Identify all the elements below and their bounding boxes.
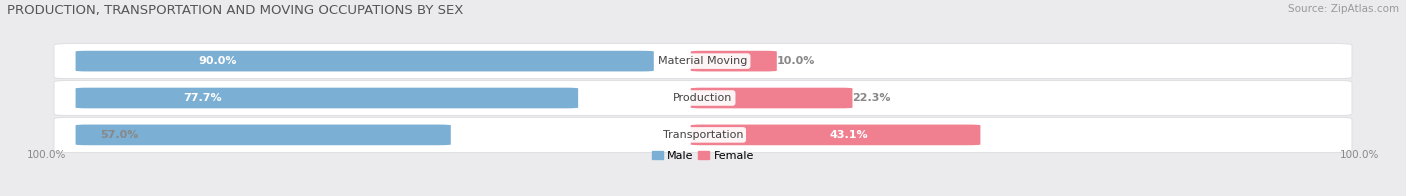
Text: 100.0%: 100.0% — [27, 150, 66, 160]
Text: PRODUCTION, TRANSPORTATION AND MOVING OCCUPATIONS BY SEX: PRODUCTION, TRANSPORTATION AND MOVING OC… — [7, 4, 464, 17]
Text: 57.0%: 57.0% — [100, 130, 139, 140]
Text: 100.0%: 100.0% — [1340, 150, 1379, 160]
Text: Material Moving: Material Moving — [658, 56, 748, 66]
FancyBboxPatch shape — [76, 51, 654, 71]
Text: 90.0%: 90.0% — [198, 56, 238, 66]
FancyBboxPatch shape — [53, 117, 1353, 152]
FancyBboxPatch shape — [690, 88, 852, 108]
Legend: Male, Female: Male, Female — [647, 146, 759, 165]
Text: 43.1%: 43.1% — [830, 130, 868, 140]
Text: Production: Production — [673, 93, 733, 103]
FancyBboxPatch shape — [690, 125, 980, 145]
Text: Transportation: Transportation — [662, 130, 744, 140]
Text: 22.3%: 22.3% — [852, 93, 891, 103]
FancyBboxPatch shape — [690, 51, 778, 71]
Text: 77.7%: 77.7% — [183, 93, 222, 103]
FancyBboxPatch shape — [53, 81, 1353, 115]
Text: 10.0%: 10.0% — [778, 56, 815, 66]
FancyBboxPatch shape — [76, 125, 451, 145]
Text: Source: ZipAtlas.com: Source: ZipAtlas.com — [1288, 4, 1399, 14]
FancyBboxPatch shape — [76, 88, 578, 108]
FancyBboxPatch shape — [53, 44, 1353, 79]
